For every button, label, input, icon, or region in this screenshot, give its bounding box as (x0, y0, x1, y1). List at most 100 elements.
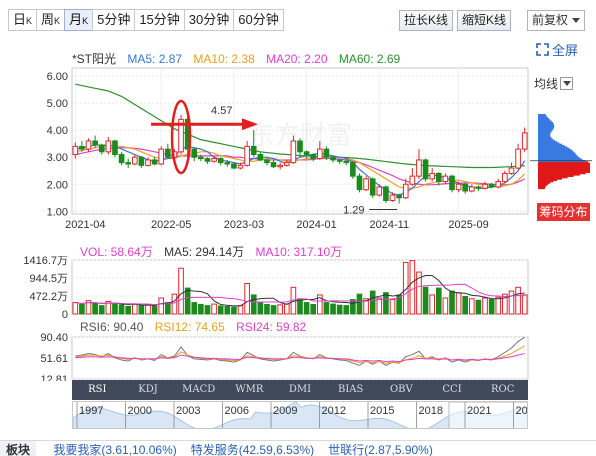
chip-distribution-label[interactable]: 筹码分布 (537, 203, 590, 221)
timeline-navigator[interactable]: 1997 2000 2003 2006 2009 2012 2015 2018 2021 2024 (72, 401, 528, 429)
stretch-kline-button[interactable]: 拉长K线 (399, 10, 454, 31)
candle (211, 155, 217, 163)
candle-body (118, 154, 125, 164)
volume-bar (270, 305, 277, 315)
candle-body (264, 159, 270, 164)
sector-item[interactable]: 特发服务(42.59,6.53%) (190, 443, 315, 456)
candle-body (369, 178, 376, 196)
sector-item[interactable]: 世联行(2.87,5.90%) (328, 443, 433, 456)
period-tab[interactable]: 5分钟 (92, 9, 136, 31)
volume-bar (343, 305, 350, 315)
volume-chart[interactable]: 1416.7万 944.5万 472.2万 0 (0, 256, 596, 318)
timeline-selection-window[interactable] (448, 402, 528, 429)
volume-bar (211, 303, 217, 315)
candle (402, 178, 409, 200)
period-tab[interactable]: 周K (36, 9, 66, 31)
volume-bar (72, 302, 79, 315)
candle-body (323, 148, 330, 158)
indicator-tab-dmi[interactable]: DMI (288, 384, 312, 395)
volume-bar (442, 297, 449, 315)
candle-body (85, 140, 92, 150)
period-tab[interactable]: 30分钟 (183, 9, 235, 31)
candle (310, 153, 317, 162)
price-tick-label: 4.00 (47, 125, 68, 137)
candle (198, 154, 204, 162)
timeline-year-label: 2015 (370, 405, 394, 417)
candle (224, 159, 231, 167)
candle (350, 161, 356, 179)
fullscreen-button[interactable]: 全屏 (536, 40, 578, 59)
indicator-tab-bias[interactable]: BIAS (338, 384, 364, 395)
chip-bar (538, 113, 546, 117)
chip-bar (538, 172, 586, 175)
candle-body (92, 140, 98, 146)
volume-bar (429, 294, 435, 315)
indicator-tab-rsi[interactable]: RSI (88, 384, 107, 395)
legend-rsi12: RSI12: 74.65 (154, 320, 225, 334)
candle (383, 185, 389, 204)
indicator-tab-roc[interactable]: ROC (491, 384, 515, 395)
volume-bar (336, 304, 343, 315)
rsi-tick-label: 12.81 (40, 374, 68, 381)
volume-bar (369, 290, 376, 315)
volume-tick-label: 944.5万 (29, 273, 68, 285)
legend-rsi24: RSI24: 59.82 (236, 320, 307, 334)
volume-bar (508, 290, 515, 315)
chip-bar (538, 143, 563, 146)
candle-body (125, 162, 131, 165)
candle (151, 157, 158, 166)
volume-bar (231, 306, 237, 315)
indicator-tab-cci[interactable]: CCI (442, 384, 462, 395)
indicator-tab-macd[interactable]: MACD (182, 384, 216, 395)
candle (389, 192, 396, 202)
volume-bar (303, 302, 310, 315)
candle-body (72, 145, 79, 156)
volume-bar (85, 300, 92, 315)
chip-bar (538, 130, 552, 133)
volume-bar (131, 303, 138, 315)
period-tab[interactable]: 15分钟 (134, 9, 185, 31)
candle-body (416, 159, 422, 177)
legend-ma20: MA20: 2.20 (266, 52, 328, 66)
volume-bar (402, 262, 409, 315)
volume-bar (416, 271, 422, 315)
avg-select-value: 均线 (534, 77, 559, 91)
period-tab[interactable]: 月K (64, 9, 94, 31)
candle (178, 114, 184, 155)
candle-body (363, 178, 369, 191)
volume-bar (105, 300, 112, 315)
chip-bar (538, 120, 552, 123)
adjust-select-value: 前复权 (532, 13, 569, 27)
candle-body (383, 186, 389, 201)
candle (244, 141, 250, 167)
period-tab-label: 30分钟 (188, 12, 230, 27)
volume-bar (191, 302, 198, 315)
candle-body (131, 156, 138, 165)
timeline-year-label: 2003 (176, 405, 200, 417)
indicator-tab-kdj[interactable]: KDJ (138, 384, 158, 395)
candle-body (158, 148, 165, 165)
volume-bar (495, 296, 502, 315)
arrow-head-icon (242, 118, 258, 131)
sector-item[interactable]: 我要我家(3.61,10.06%) (53, 443, 177, 456)
shrink-kline-button[interactable]: 缩短K线 (457, 10, 512, 31)
indicator-tab-obv[interactable]: OBV (389, 384, 413, 395)
candle-body (336, 159, 343, 162)
adjust-select[interactable]: 前复权 (527, 10, 586, 31)
period-tab[interactable]: 60分钟 (233, 9, 284, 31)
legend-vol: VOL: 58.64万 (80, 245, 153, 259)
indicator-tab-wmr[interactable]: WMR (235, 384, 264, 395)
avg-select[interactable]: 均线 (534, 75, 574, 92)
chip-distribution-chart (530, 113, 592, 190)
candle-body (112, 140, 118, 156)
candle-body (79, 145, 85, 150)
period-tab-label: 60分钟 (238, 12, 279, 27)
period-tab[interactable]: 日K (8, 9, 38, 31)
volume-bar (224, 305, 231, 315)
candle-body (217, 158, 224, 164)
rsi-chart[interactable]: 90.40 51.61 12.81 (0, 333, 596, 381)
volume-bar (138, 305, 145, 315)
candle (158, 146, 165, 166)
candle (449, 174, 455, 193)
